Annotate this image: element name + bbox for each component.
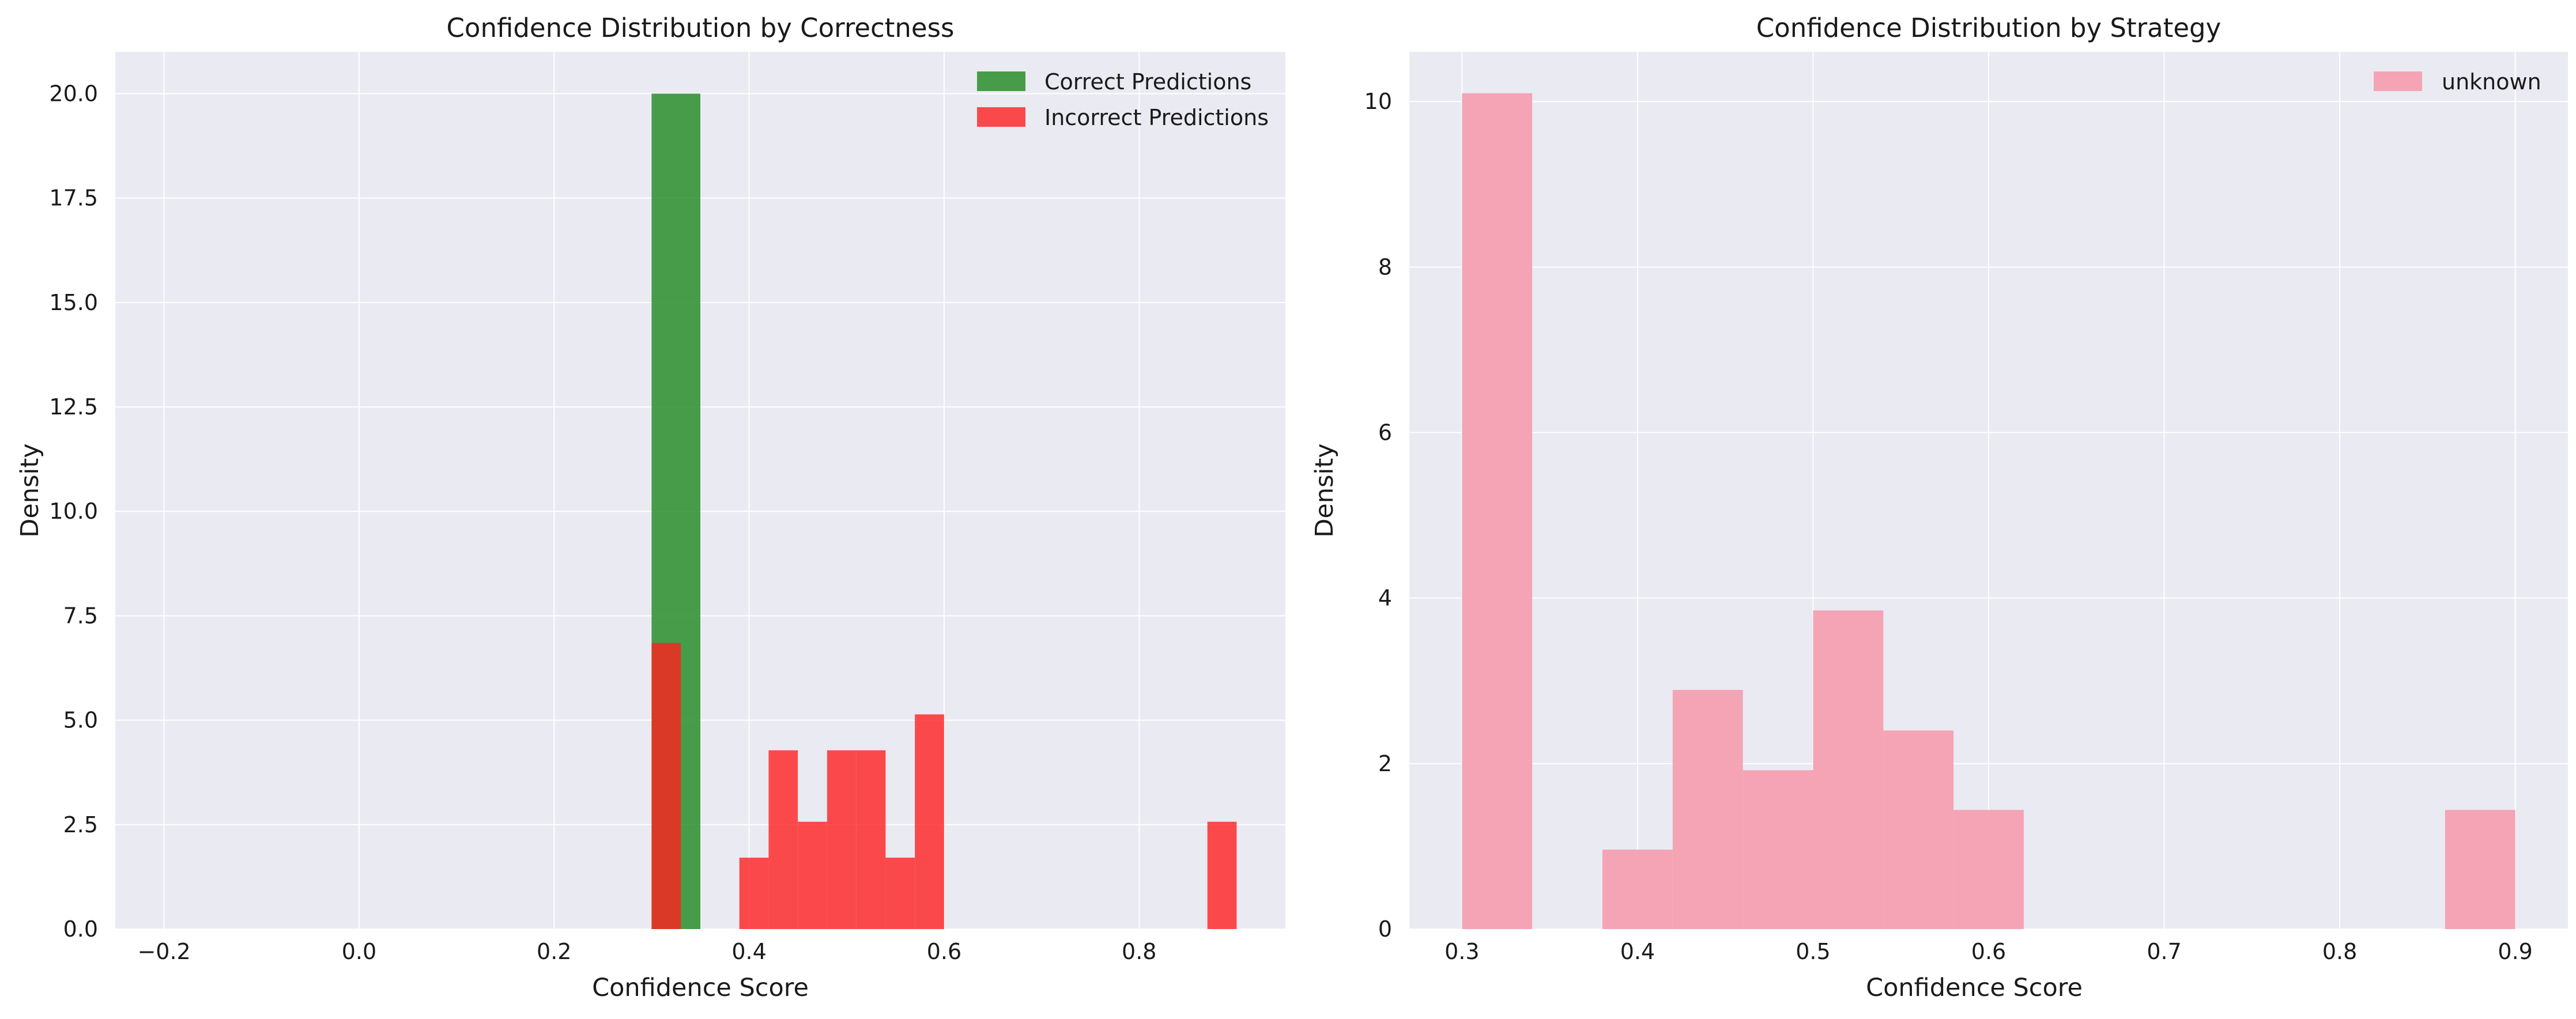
- y-tick-label: 6: [1378, 420, 1392, 445]
- legend-swatch-correct: [977, 71, 1025, 91]
- y-ticks-correctness: 0.0 2.5 5.0 7.5 10.0 12.5 15.0 17.5 20.0: [49, 81, 98, 942]
- x-tick-label: 0.5: [1796, 939, 1830, 964]
- histogram-bar-unknown: [1813, 610, 1884, 929]
- histogram-bar-incorrect-predictions: [885, 858, 915, 929]
- histogram-bar-incorrect-predictions: [856, 750, 886, 929]
- histogram-bar-incorrect-predictions: [651, 643, 681, 929]
- x-axis-label-strategy: Confidence Score: [1866, 973, 2083, 1002]
- x-tick-label: 0.6: [1971, 939, 2006, 964]
- histogram-bar-unknown: [1672, 690, 1743, 929]
- x-tick-label: 0.7: [2147, 939, 2181, 964]
- histogram-bar-unknown: [1883, 730, 1954, 929]
- chart-title-correctness: Confidence Distribution by Correctness: [447, 13, 955, 43]
- y-axis-label-strategy: Density: [1310, 443, 1339, 537]
- x-ticks-correctness: −0.2 0.0 0.2 0.4 0.6 0.8: [137, 939, 1156, 964]
- histogram-bar-unknown: [1602, 850, 1673, 929]
- legend-label-correct: Correct Predictions: [1044, 69, 1251, 95]
- chart-strategy: 0.3 0.4 0.5 0.6 0.7 0.8 0.9 0 2 4 6 8 10 Confidence…: [1310, 13, 2568, 1002]
- histogram-bar-incorrect-predictions: [798, 821, 827, 929]
- x-tick-label: 0.2: [537, 939, 571, 964]
- histogram-bar-unknown: [1743, 770, 1813, 929]
- x-tick-label: 0.8: [1122, 939, 1156, 964]
- histogram-bar-unknown: [1953, 810, 2024, 929]
- y-tick-label: 2.5: [63, 812, 98, 837]
- x-tick-label: 0.4: [1620, 939, 1655, 964]
- x-tick-label: 0.0: [342, 939, 376, 964]
- x-tick-label: 0.9: [2498, 939, 2532, 964]
- histogram-bar-unknown: [2445, 810, 2515, 929]
- chart-correctness: −0.2 0.0 0.2 0.4 0.6 0.8 0.0 2.5 5.0 7.5 10.0 12.5…: [16, 13, 1285, 1002]
- y-tick-label: 0: [1378, 916, 1392, 942]
- y-tick-label: 20.0: [49, 81, 98, 106]
- x-axis-label-correctness: Confidence Score: [592, 973, 809, 1002]
- histogram-bar-incorrect-predictions: [1207, 821, 1237, 929]
- y-tick-label: 10.0: [49, 499, 98, 524]
- y-tick-label: 5.0: [63, 708, 98, 733]
- histogram-bar-incorrect-predictions: [827, 750, 857, 929]
- legend-label-incorrect: Incorrect Predictions: [1044, 105, 1269, 130]
- y-tick-label: 4: [1378, 586, 1392, 611]
- y-axis-label-correctness: Density: [16, 443, 44, 537]
- chart-title-strategy: Confidence Distribution by Strategy: [1756, 13, 2221, 43]
- legend-strategy: unknown: [2374, 69, 2541, 95]
- x-ticks-strategy: 0.3 0.4 0.5 0.6 0.7 0.8 0.9: [1444, 939, 2533, 964]
- y-tick-label: 15.0: [49, 290, 98, 315]
- histogram-bar-incorrect-predictions: [739, 858, 769, 929]
- y-tick-label: 7.5: [63, 603, 98, 628]
- y-ticks-strategy: 0 2 4 6 8 10: [1364, 89, 1392, 942]
- x-tick-label: 0.3: [1444, 939, 1479, 964]
- y-tick-label: 10: [1364, 89, 1392, 114]
- y-tick-label: 2: [1378, 751, 1392, 776]
- bars-correctness: [651, 93, 1237, 929]
- y-tick-label: 17.5: [49, 186, 98, 211]
- y-tick-label: 8: [1378, 254, 1392, 280]
- histogram-bar-incorrect-predictions: [915, 714, 944, 929]
- y-tick-label: 0.0: [63, 916, 98, 942]
- x-tick-label: −0.2: [137, 939, 190, 964]
- y-tick-label: 12.5: [49, 394, 98, 420]
- legend-label-unknown: unknown: [2442, 69, 2541, 95]
- x-tick-label: 0.6: [927, 939, 961, 964]
- legend-swatch-incorrect: [977, 107, 1025, 127]
- legend-correctness: Correct Predictions Incorrect Prediction…: [977, 69, 1269, 130]
- histogram-bar-unknown: [1462, 93, 1533, 929]
- x-tick-label: 0.4: [731, 939, 766, 964]
- bars-strategy: [1462, 93, 2515, 929]
- x-tick-label: 0.8: [2322, 939, 2357, 964]
- histogram-bar-incorrect-predictions: [768, 750, 798, 929]
- legend-swatch-unknown: [2374, 71, 2422, 91]
